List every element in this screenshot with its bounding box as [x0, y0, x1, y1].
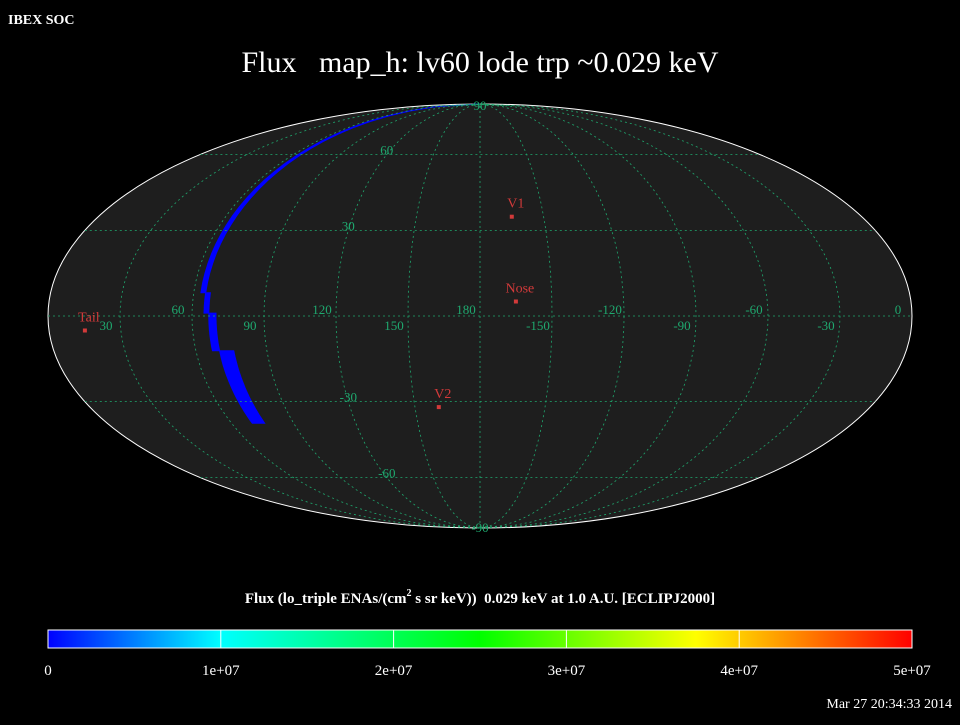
longitude-label: 120 [312, 302, 332, 317]
longitude-label: 150 [384, 318, 404, 333]
colorbar-label-part-2: s sr keV)) 0.029 keV at 1.0 A.U. [ECLIPJ… [412, 591, 716, 607]
latitude-label: 60 [380, 142, 393, 157]
longitude-label: -150 [526, 318, 550, 333]
marker-tail-label: Tail [78, 311, 100, 326]
colorbar-tick-label: 2e+07 [375, 663, 413, 679]
colorbar-tick-label: 0 [44, 663, 52, 679]
graticule [48, 103, 912, 529]
colorbar-label-superscript: 2 [407, 588, 412, 599]
longitude-label: -60 [745, 302, 762, 317]
latitude-label: -90 [471, 520, 488, 535]
latitude-label: 30 [342, 218, 355, 233]
flux-data-layer [200, 103, 481, 424]
colorbar [47, 629, 913, 649]
marker-v2-label: V2 [434, 387, 451, 402]
colorbar-label-part-1: Flux (lo_triple ENAs/(cm [245, 591, 407, 607]
marker-nose-label: Nose [506, 282, 535, 297]
marker-v2-point [436, 405, 441, 410]
longitude-label: -30 [817, 318, 834, 333]
colorbar-label: Flux (lo_triple ENAs/(cm2 s sr keV)) 0.0… [245, 588, 715, 607]
flux-swath-segment-1 [200, 103, 481, 294]
marker-v1-label: V1 [507, 197, 524, 212]
flux-swath-segment-2 [203, 292, 211, 314]
latitude-label: -60 [378, 466, 395, 481]
flux-swath-segment-4 [218, 350, 266, 424]
timestamp: Mar 27 20:34:33 2014 [826, 697, 952, 712]
latitude-label: -30 [340, 390, 357, 405]
colorbar-tick-label: 5e+07 [893, 663, 931, 679]
source-label: IBEX SOC [8, 13, 75, 28]
longitude-label: 0 [895, 302, 902, 317]
longitude-label: 60 [172, 302, 185, 317]
meridian-line [479, 103, 697, 529]
flux-swath-segment-3 [208, 312, 221, 352]
graticule-labels: 60 30 0 -30 -60 -90 -120 -150 180 150 120 90 90 60 30 -… [100, 98, 902, 535]
marker-nose-point [513, 299, 518, 304]
latitude-label: 90 [474, 98, 487, 113]
markers: V1 Nose V2 Tail [78, 197, 535, 410]
colorbar-tick-label: 3e+07 [548, 663, 586, 679]
colorbar-tick-label: 4e+07 [720, 663, 758, 679]
marker-tail-point [82, 328, 87, 333]
colorbar-ticks: 0 1e+07 2e+07 3e+07 4e+07 5e+07 [44, 630, 931, 679]
marker-v1-point [509, 214, 514, 219]
chart-title: Flux map_h: lv60 lode trp ~0.029 keV [241, 46, 718, 79]
colorbar-tick-label: 1e+07 [202, 663, 240, 679]
longitude-label: 30 [100, 318, 113, 333]
longitude-label: 90 [244, 318, 257, 333]
longitude-label: -120 [598, 302, 622, 317]
meridian-line [191, 103, 481, 529]
longitude-label: -90 [673, 318, 690, 333]
longitude-label: 180 [456, 302, 476, 317]
